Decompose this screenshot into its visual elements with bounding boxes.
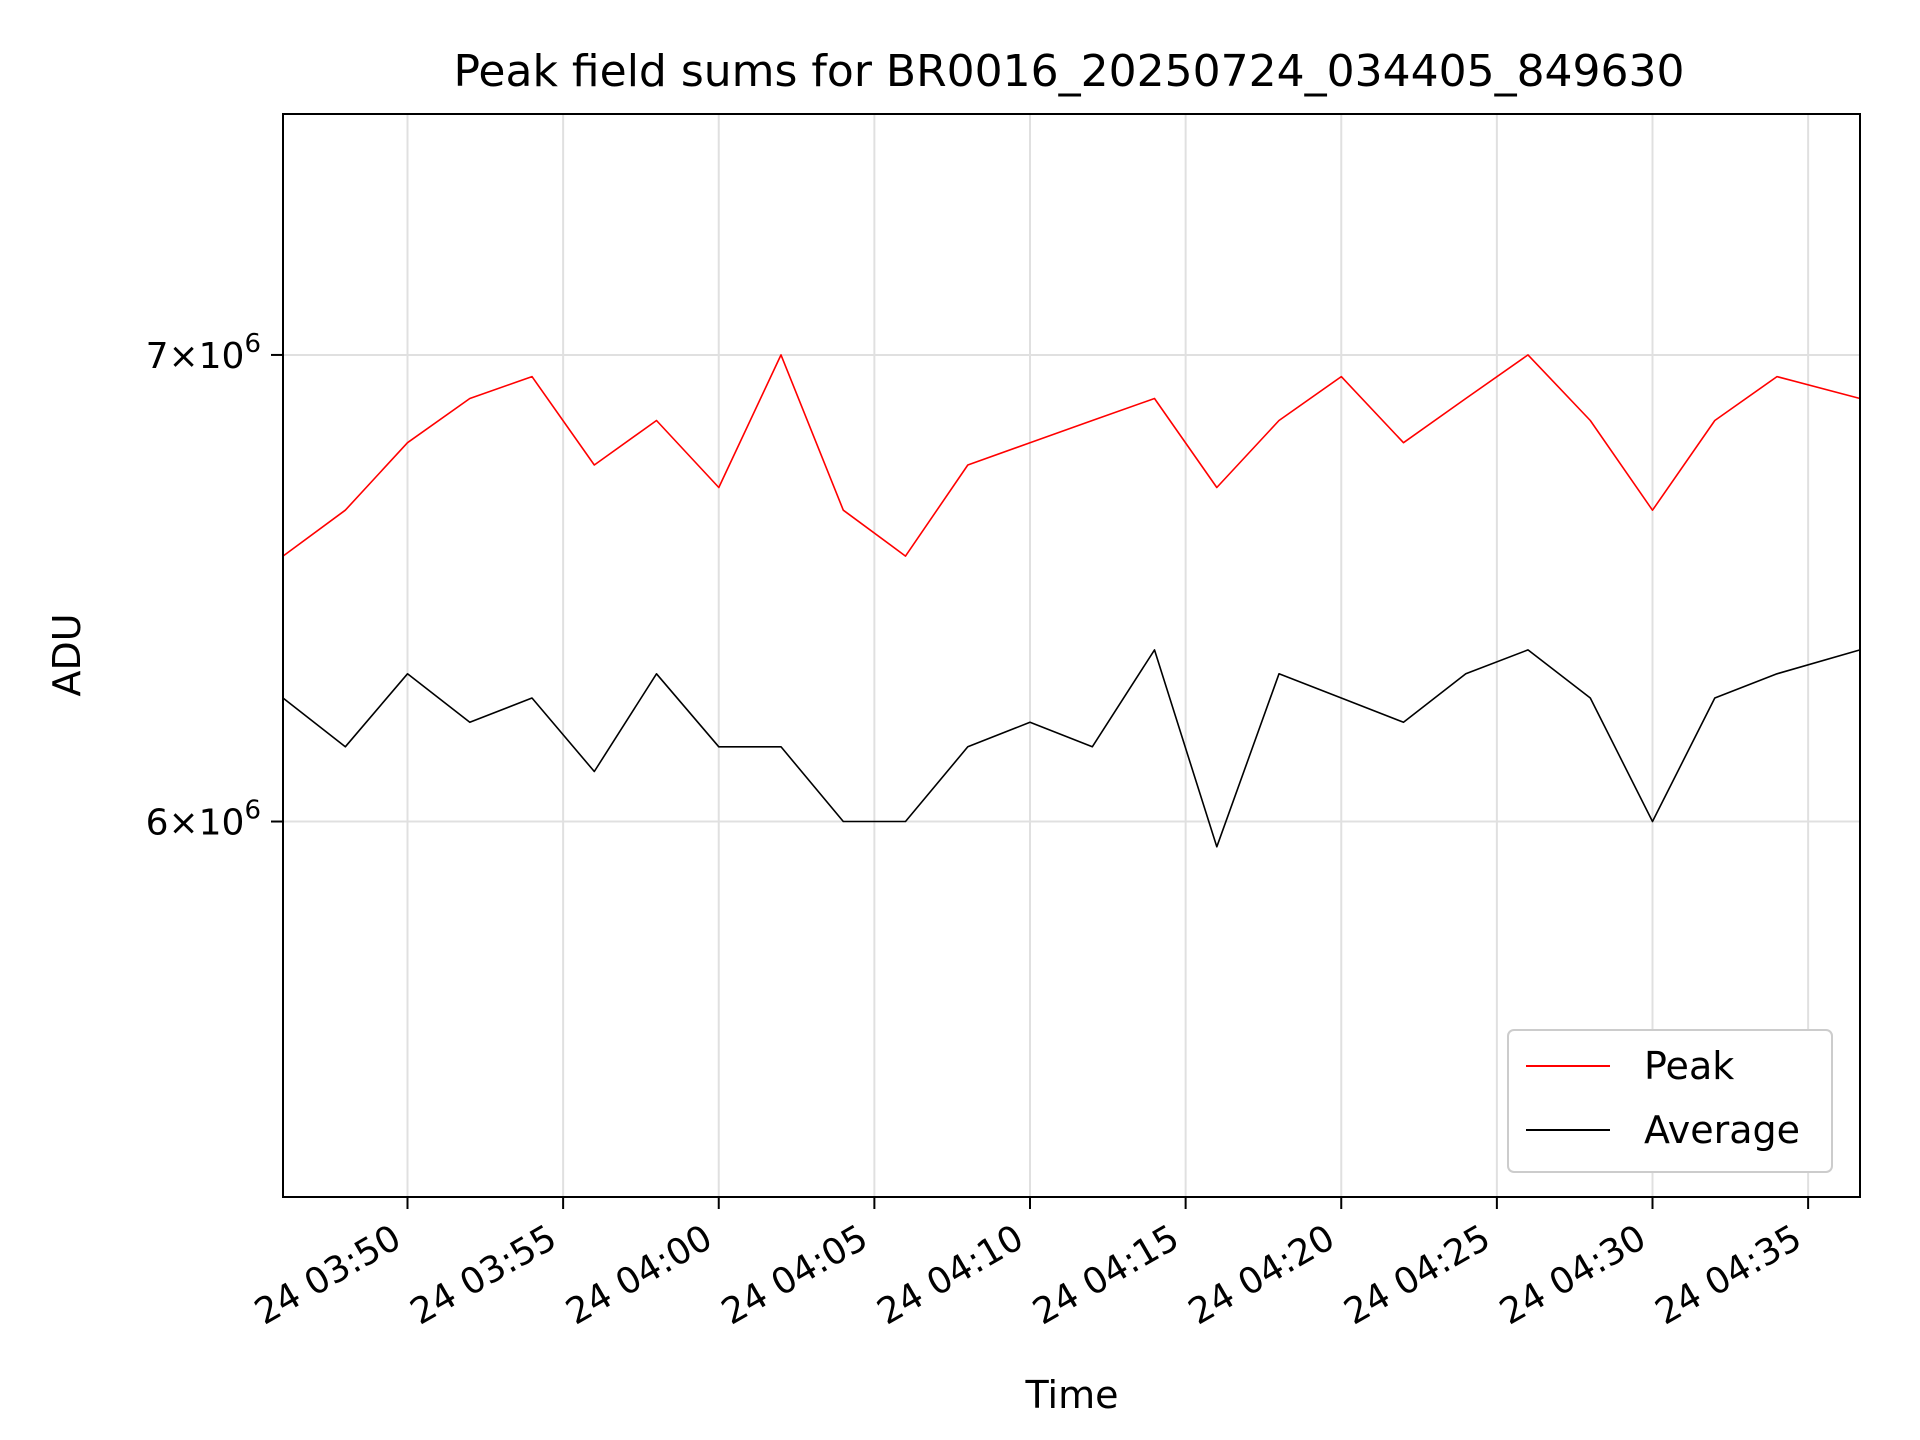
x-axis-label: Time xyxy=(1025,1373,1119,1417)
chart-title: Peak field sums for BR0016_20250724_0344… xyxy=(453,46,1684,97)
legend: Peak Average xyxy=(1507,1029,1833,1173)
plot-area-frame xyxy=(282,113,1861,1198)
y-tick-label: 6×106 xyxy=(146,796,261,844)
y-axis: 6×106 7×106 xyxy=(146,329,283,844)
series-line-peak xyxy=(282,354,1861,557)
grid xyxy=(283,114,1860,1197)
y-axis-label: ADU xyxy=(45,613,89,696)
y-tick-label: 7×106 xyxy=(146,329,261,377)
legend-label-average: Average xyxy=(1644,1108,1800,1152)
series-line-average xyxy=(282,649,1861,848)
series-layer xyxy=(282,354,1861,848)
legend-label-peak: Peak xyxy=(1644,1044,1734,1088)
